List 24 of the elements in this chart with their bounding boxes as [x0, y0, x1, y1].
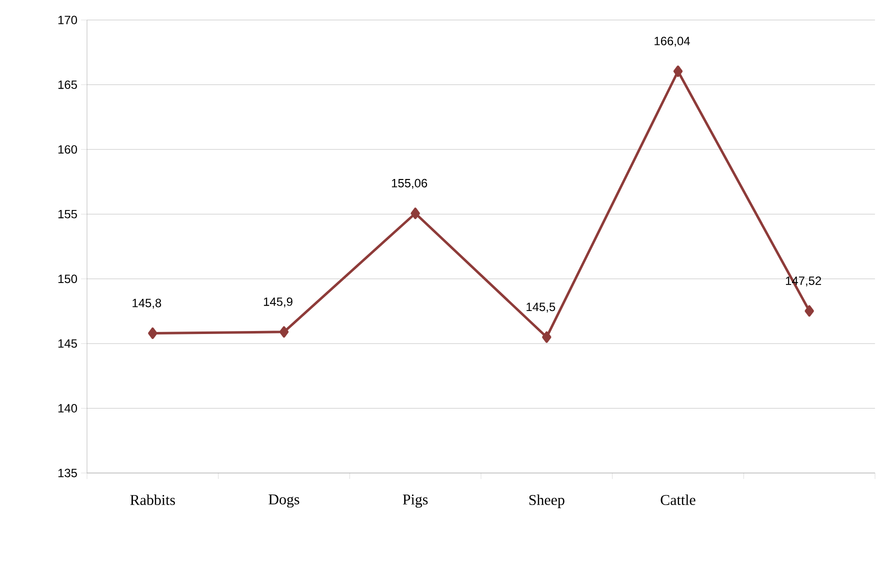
- y-tick-label: 145: [58, 339, 77, 348]
- data-label: 145,5: [526, 302, 556, 313]
- point: [279, 326, 289, 338]
- x-tick-label: Cattle: [660, 494, 696, 506]
- y-tick-label: 160: [58, 145, 78, 154]
- y-tick-label: 155: [58, 210, 77, 218]
- point: [148, 327, 158, 339]
- data-label: 145,8: [132, 298, 162, 309]
- point: [673, 66, 683, 77]
- x-tick-label: Sheep: [529, 494, 564, 508]
- x-tick-label: Dogs: [268, 494, 300, 508]
- x-tick-label: Pigs: [402, 494, 428, 508]
- y-tick-label: 150: [58, 274, 78, 284]
- data-label: 166,04: [654, 36, 690, 47]
- x-tick-label: Rabbits: [130, 494, 175, 506]
- y-tick-label: 135: [58, 468, 77, 478]
- point: [804, 305, 814, 317]
- y-tick-label: 165: [58, 80, 77, 89]
- data-label: 155,06: [392, 178, 428, 189]
- point: [542, 331, 552, 343]
- y-tick-label: 140: [58, 404, 78, 413]
- y-tick-label: 170: [58, 16, 78, 24]
- data-label: 145,9: [264, 297, 292, 308]
- point: [410, 208, 420, 220]
